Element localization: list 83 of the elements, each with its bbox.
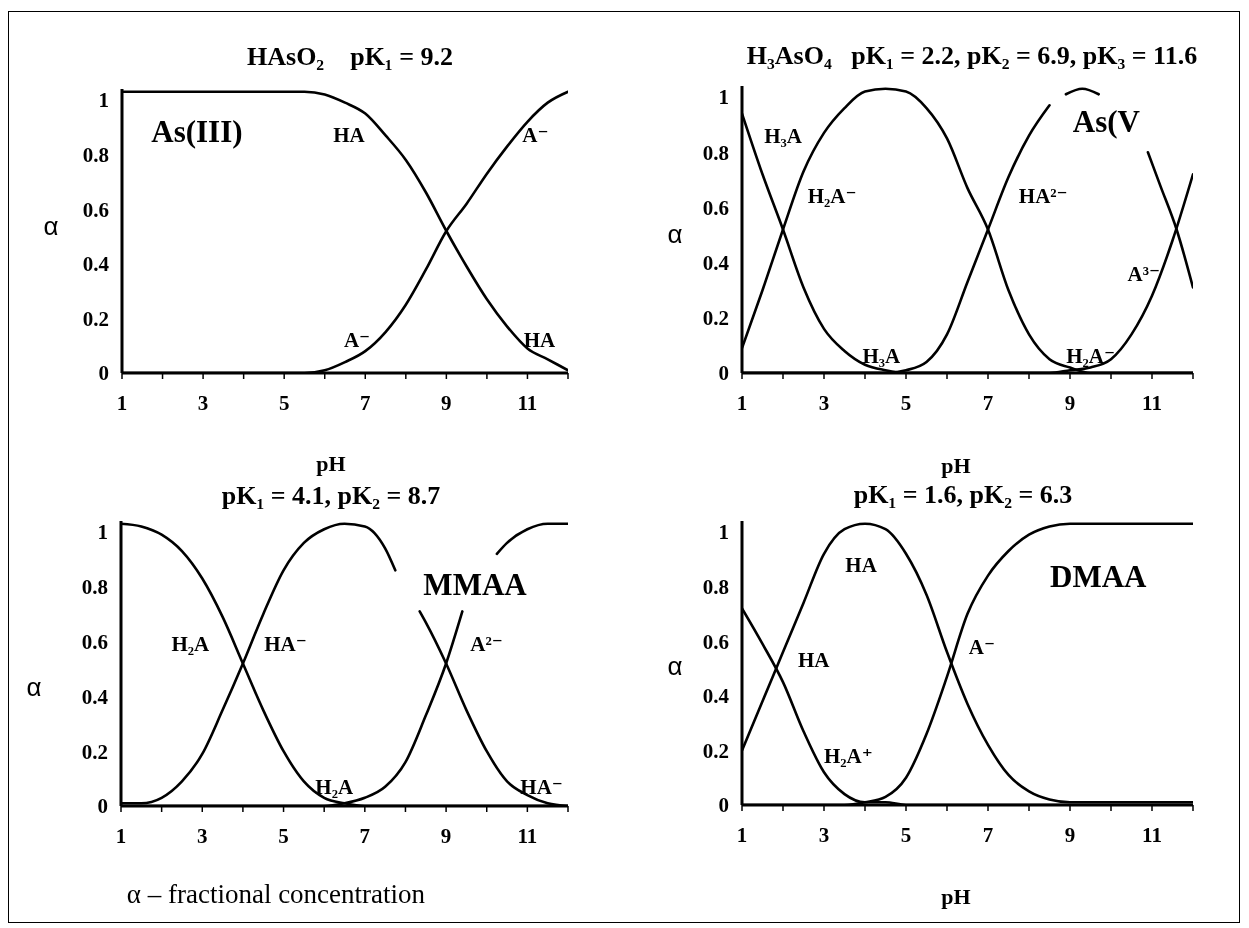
y-tick-label: 1 bbox=[718, 520, 729, 545]
x-axis-title: pH bbox=[316, 451, 346, 476]
annotation: A³⁻ bbox=[1127, 261, 1161, 286]
y-tick-label: 0.6 bbox=[702, 195, 729, 220]
x-tick-label: 3 bbox=[818, 390, 830, 415]
y-tick-label: 1 bbox=[718, 85, 729, 110]
x-tick-label: 5 bbox=[278, 823, 289, 848]
annotation: HA bbox=[523, 327, 556, 352]
x-tick-label: 7 bbox=[360, 390, 371, 415]
x-tick-label: 7 bbox=[982, 822, 994, 847]
annotation: As(V bbox=[1072, 103, 1140, 139]
y-tick-label: 0.6 bbox=[82, 197, 109, 222]
y-tick-label: 0.4 bbox=[702, 684, 730, 709]
text: α – fractional concentration bbox=[126, 878, 426, 909]
chart-title: H₃AsO₄ pK₁ = 2.2, pK₂ = 6.9, pK₃ = 11.6 bbox=[746, 41, 1198, 70]
x-tick-label: 3 bbox=[197, 823, 208, 848]
y-tick-label: 0.6 bbox=[702, 629, 729, 654]
annotation: A⁻ bbox=[343, 327, 371, 352]
annotation: As(III) bbox=[151, 113, 243, 149]
x-axis-title: pH bbox=[941, 453, 971, 478]
annotation: HA⁻ bbox=[520, 774, 563, 799]
annotation: HA⁻ bbox=[264, 631, 307, 656]
annotation: H₃A bbox=[764, 123, 802, 148]
annotation: HA²⁻ bbox=[1018, 183, 1068, 208]
x-tick-label: 11 bbox=[517, 823, 538, 848]
y-tick-label: 0.8 bbox=[702, 574, 729, 599]
y-axis-title: α bbox=[667, 651, 683, 681]
y-tick-label: 0 bbox=[718, 361, 729, 386]
x-tick-label: 5 bbox=[278, 390, 290, 415]
y-tick-label: 1 bbox=[97, 520, 108, 545]
chart-title: pK₁ = 1.6, pK₂ = 6.3 bbox=[853, 480, 1073, 509]
y-axis-title: α bbox=[26, 672, 42, 702]
x-tick-label: 7 bbox=[359, 823, 371, 848]
y-axis-title: α bbox=[43, 211, 59, 241]
x-tick-label: 11 bbox=[1142, 822, 1162, 847]
x-tick-label: 9 bbox=[1064, 822, 1076, 847]
annotation: HA bbox=[845, 552, 877, 577]
x-axis-title: pH bbox=[941, 884, 971, 909]
y-tick-label: 0.2 bbox=[702, 738, 729, 763]
y-tick-label: 0.8 bbox=[81, 575, 108, 600]
x-tick-label: 11 bbox=[517, 390, 538, 415]
x-tick-label: 11 bbox=[1142, 390, 1162, 415]
x-tick-label: 3 bbox=[818, 822, 830, 847]
y-tick-label: 0 bbox=[98, 361, 109, 386]
annotation: H₂A⁺ bbox=[823, 743, 873, 768]
y-tick-label: 0.6 bbox=[81, 630, 108, 655]
y-tick-label: 1 bbox=[98, 88, 109, 113]
annotation: MMAA bbox=[423, 566, 527, 602]
x-tick-label: 1 bbox=[736, 390, 748, 415]
x-tick-label: 9 bbox=[441, 390, 452, 415]
y-axis-title: α bbox=[667, 219, 683, 249]
x-tick-label: 1 bbox=[116, 390, 128, 415]
y-tick-label: 0.2 bbox=[81, 739, 108, 764]
annotation: H₂A bbox=[171, 631, 210, 656]
annotation: H₂A⁻ bbox=[807, 183, 857, 208]
x-tick-label: 3 bbox=[197, 390, 209, 415]
x-tick-label: 9 bbox=[1064, 390, 1076, 415]
x-tick-label: 9 bbox=[440, 823, 452, 848]
annotation: HA bbox=[797, 647, 830, 672]
annotation: H₂A⁻ bbox=[1066, 343, 1116, 368]
y-tick-label: 0.2 bbox=[82, 306, 109, 331]
y-tick-label: 0.8 bbox=[702, 140, 729, 165]
chart-title: pK₁ = 4.1, pK₂ = 8.7 bbox=[221, 481, 441, 510]
annotation: H₃A bbox=[862, 343, 901, 368]
x-tick-label: 7 bbox=[982, 390, 994, 415]
annotation: A²⁻ bbox=[470, 631, 503, 656]
y-tick-label: 0.4 bbox=[702, 251, 730, 276]
annotation: DMAA bbox=[1050, 558, 1147, 594]
y-tick-label: 0.4 bbox=[81, 684, 109, 709]
annotation: HA bbox=[333, 122, 365, 147]
chart-title: HAsO₂ pK₁ = 9.2 bbox=[247, 42, 453, 71]
y-tick-label: 0.4 bbox=[82, 252, 110, 277]
y-tick-label: 0.2 bbox=[702, 306, 729, 331]
y-tick-label: 0 bbox=[718, 793, 729, 818]
annotation: A⁻ bbox=[968, 634, 996, 659]
x-tick-label: 1 bbox=[736, 822, 748, 847]
annotation: H₂A bbox=[315, 774, 354, 799]
x-tick-label: 1 bbox=[115, 823, 127, 848]
annotation: A⁻ bbox=[522, 122, 549, 147]
y-tick-label: 0 bbox=[97, 794, 108, 819]
y-tick-label: 0.8 bbox=[82, 142, 109, 167]
x-tick-label: 5 bbox=[900, 822, 912, 847]
x-tick-label: 5 bbox=[900, 390, 912, 415]
